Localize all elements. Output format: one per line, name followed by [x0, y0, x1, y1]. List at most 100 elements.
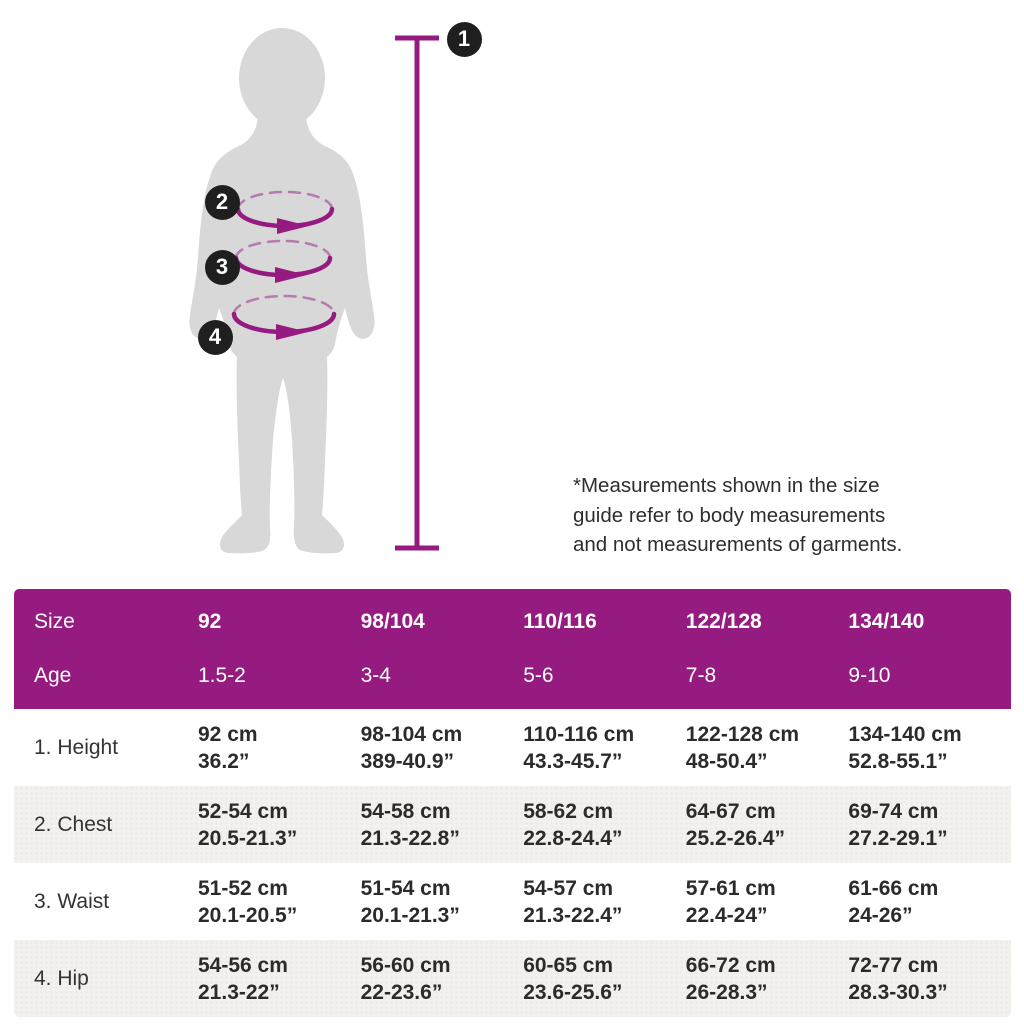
note-line: guide refer to body measurements [573, 503, 886, 527]
value-cm: 69-74 cm [848, 799, 939, 823]
marker-badge-chest: 2 [204, 184, 240, 220]
value-cm: 72-77 cm [848, 953, 939, 977]
value-cm: 54-58 cm [360, 799, 451, 823]
value-cm: 92 cm [198, 722, 258, 746]
header-size-2: 110/116 [523, 610, 597, 633]
value-inches: 21.3-22.4” [523, 903, 623, 927]
cell-waist-1: 51-54 cm 20.1-21.3” [361, 875, 524, 929]
silhouette-head [239, 28, 325, 128]
hip-measure-ring [231, 294, 337, 340]
value-inches: 36.2” [198, 749, 250, 773]
measurement-note: *Measurements shown in the size guide re… [573, 471, 963, 560]
value-inches: 389-40.9” [360, 749, 454, 773]
note-line: and not measurements of garments. [573, 533, 903, 556]
value-cm: 98-104 cm [360, 722, 463, 746]
marker-badge-waist: 3 [204, 249, 240, 285]
cell-chest-0: 52-54 cm 20.5-21.3” [198, 798, 361, 852]
size-table-body: 1. Height 92 cm 36.2” 98-104 cm 389-40.9… [14, 709, 1011, 1017]
cell-waist-4: 61-66 cm 24-26” [848, 875, 1011, 929]
value-inches: 26-28.3” [685, 980, 768, 1004]
cell-hip-0: 54-56 cm 21.3-22” [198, 952, 361, 1006]
measurement-diagram: 1 2 3 4 *Measurements shown in the size … [189, 21, 963, 560]
cell-hip-3: 66-72 cm 26-28.3” [686, 952, 849, 1006]
header-size-3: 122/128 [685, 610, 762, 633]
cell-hip-1: 56-60 cm 22-23.6” [361, 952, 524, 1006]
cell-chest-4: 69-74 cm 27.2-29.1” [848, 798, 1011, 852]
value-inches: 22-23.6” [360, 980, 443, 1004]
value-inches: 24-26” [848, 903, 913, 927]
value-inches: 52.8-55.1” [848, 749, 948, 773]
value-cm: 54-56 cm [198, 953, 288, 977]
row-label: 2. Chest [34, 812, 113, 836]
header-age-0: 1.5-2 [198, 664, 246, 687]
value-cm: 51-52 cm [198, 876, 288, 900]
value-cm: 110-116 cm [523, 722, 635, 746]
cell-height-4: 134-140 cm 52.8-55.1” [848, 721, 1011, 775]
marker-badge-height: 1 [446, 21, 482, 57]
value-inches: 27.2-29.1” [848, 826, 948, 850]
header-size-1: 98/104 [360, 610, 425, 633]
value-inches: 22.4-24” [685, 903, 768, 927]
cell-hip-4: 72-77 cm 28.3-30.3” [848, 952, 1011, 1006]
value-inches: 48-50.4” [685, 749, 768, 773]
header-age-4: 9-10 [848, 664, 891, 687]
value-cm: 56-60 cm [360, 953, 451, 977]
arrow-icon [276, 324, 308, 340]
value-cm: 66-72 cm [685, 953, 776, 977]
marker-badge-hip: 4 [197, 319, 233, 355]
cell-chest-2: 58-62 cm 22.8-24.4” [523, 798, 686, 852]
header-age-row: Age 1.5-2 3-4 5-6 7-8 9-10 [14, 649, 1011, 709]
value-inches: 20.5-21.3” [198, 826, 298, 850]
value-cm: 134-140 cm [848, 722, 962, 746]
value-inches: 23.6-25.6” [523, 980, 623, 1004]
header-age-3: 7-8 [685, 664, 717, 687]
table-row-hip: 4. Hip 54-56 cm 21.3-22” 56-60 cm 22-23.… [14, 940, 1011, 1017]
value-inches: 21.3-22” [198, 980, 280, 1004]
marker-number: 2 [215, 189, 229, 214]
value-cm: 64-67 cm [685, 799, 776, 823]
cell-height-2: 110-116 cm 43.3-45.7” [523, 721, 686, 775]
header-age-1: 3-4 [360, 664, 391, 687]
row-label: 4. Hip [34, 966, 89, 990]
cell-hip-2: 60-65 cm 23.6-25.6” [523, 952, 686, 1006]
value-inches: 20.1-20.5” [198, 903, 298, 927]
value-cm: 122-128 cm [685, 722, 800, 746]
value-cm: 51-54 cm [360, 876, 451, 900]
size-table: Size 92 98/104 110/116 122/128 134/140 A… [14, 589, 1011, 1017]
value-inches: 43.3-45.7” [523, 749, 623, 773]
table-row-chest: 2. Chest 52-54 cm 20.5-21.3” 54-58 cm 21… [14, 786, 1011, 863]
value-cm: 54-57 cm [523, 876, 614, 900]
value-cm: 52-54 cm [198, 799, 288, 823]
value-inches: 20.1-21.3” [360, 903, 460, 927]
row-label: 1. Height [34, 735, 119, 759]
header-age-2: 5-6 [523, 664, 554, 687]
arrow-icon [277, 218, 309, 234]
cell-waist-3: 57-61 cm 22.4-24” [686, 875, 849, 929]
note-line: *Measurements shown in the size [573, 474, 880, 497]
cell-height-3: 122-128 cm 48-50.4” [686, 721, 849, 775]
cell-waist-0: 51-52 cm 20.1-20.5” [198, 875, 361, 929]
cell-chest-1: 54-58 cm 21.3-22.8” [361, 798, 524, 852]
cell-chest-3: 64-67 cm 25.2-26.4” [686, 798, 849, 852]
size-table-header: Size 92 98/104 110/116 122/128 134/140 A… [14, 589, 1011, 709]
chest-measure-ring [235, 190, 335, 234]
cell-waist-2: 54-57 cm 21.3-22.4” [523, 875, 686, 929]
table-row-height: 1. Height 92 cm 36.2” 98-104 cm 389-40.9… [14, 709, 1011, 786]
arrow-icon [275, 267, 307, 283]
value-cm: 57-61 cm [685, 876, 776, 900]
value-inches: 25.2-26.4” [685, 826, 786, 850]
value-inches: 22.8-24.4” [523, 826, 623, 850]
table-row-waist: 3. Waist 51-52 cm 20.1-20.5” 51-54 cm 20… [14, 863, 1011, 940]
height-measure-line [395, 35, 439, 551]
marker-number: 4 [208, 324, 222, 349]
marker-number: 1 [457, 26, 471, 51]
marker-number: 3 [215, 254, 229, 279]
waist-measure-ring [233, 239, 333, 283]
header-age-label: Age [34, 664, 72, 687]
value-cm: 60-65 cm [523, 953, 614, 977]
cell-height-1: 98-104 cm 389-40.9” [361, 721, 524, 775]
header-size-label: Size [34, 610, 75, 633]
cell-height-0: 92 cm 36.2” [198, 721, 361, 775]
value-inches: 28.3-30.3” [848, 980, 948, 1004]
